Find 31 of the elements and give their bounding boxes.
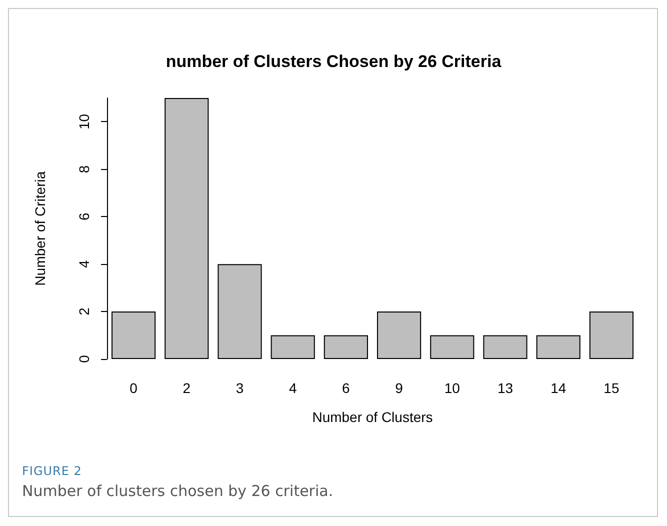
bar [377, 312, 422, 359]
bar [536, 335, 580, 359]
y-tick-label: 8 [76, 165, 92, 174]
bar [430, 335, 474, 359]
bar [218, 264, 262, 359]
x-tick-label: 14 [550, 380, 566, 396]
bar [324, 335, 368, 359]
y-tick-label: 4 [76, 260, 92, 268]
x-axis-title: Number of Clusters [312, 409, 433, 425]
caption: FIGURE 2 [22, 464, 82, 478]
x-tick-label: 13 [497, 380, 514, 396]
y-tick-label: 2 [76, 307, 92, 316]
x-tick-label: 2 [182, 380, 191, 396]
bar [589, 312, 634, 359]
x-tick-label: 9 [395, 380, 404, 396]
bar [483, 335, 528, 359]
x-tick-label: 10 [444, 380, 460, 396]
y-tick-label: 0 [76, 354, 92, 363]
y-axis-title: Number of Criteria [32, 171, 48, 286]
y-tick-label: 10 [76, 114, 92, 130]
y-tick-label: 6 [76, 212, 92, 221]
text: Number of clusters chosen by 26 criteria. [22, 482, 334, 500]
x-tick-label: 3 [236, 380, 244, 396]
chart-title: number of Clusters Chosen by 26 Criteria [166, 52, 502, 71]
bar [112, 312, 156, 359]
x-tick-label: 4 [288, 380, 297, 396]
bar [270, 335, 315, 359]
x-tick-label: 15 [604, 380, 620, 396]
x-tick-label: 0 [130, 380, 138, 396]
x-tick-label: 6 [342, 380, 350, 396]
bar [164, 98, 209, 359]
